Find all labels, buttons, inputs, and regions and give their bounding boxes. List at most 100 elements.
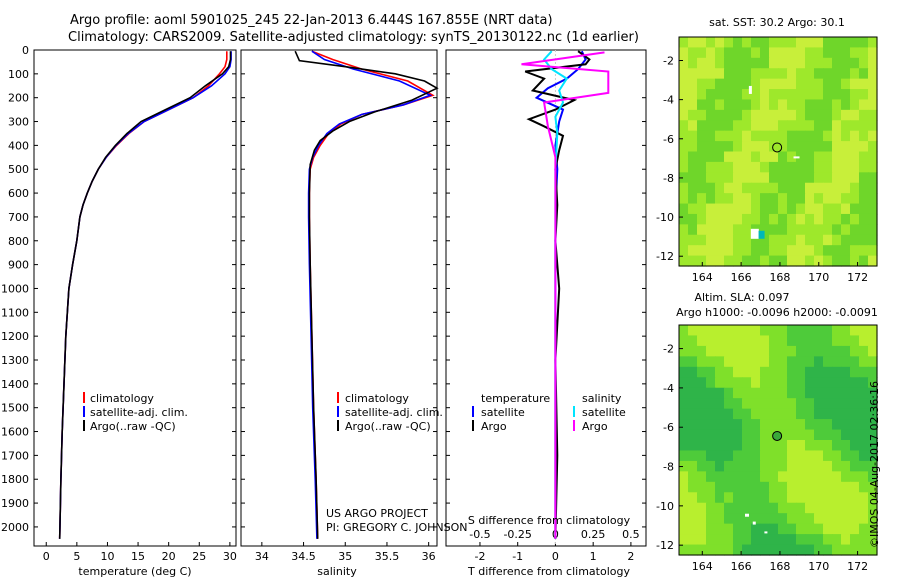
map-cell	[760, 325, 770, 337]
map-cell	[850, 419, 860, 431]
profile-location-marker	[772, 142, 783, 153]
map-cell	[697, 440, 707, 452]
map-cell	[697, 68, 707, 80]
map-cell	[742, 398, 752, 410]
map-cell	[778, 89, 788, 101]
x-tick-label: 172	[847, 560, 868, 573]
x-tick-label: 166	[731, 560, 752, 573]
map-cell	[868, 471, 878, 483]
map-cell	[742, 255, 752, 267]
map-cell	[778, 492, 788, 504]
series-line-2	[58, 51, 232, 539]
map-cell	[733, 419, 743, 431]
map-cell	[805, 47, 815, 59]
y-tick-label: -10	[656, 500, 674, 513]
map-cell	[760, 234, 770, 246]
sal-xlabel: salinity	[317, 565, 357, 578]
y-tick-label: 800	[8, 235, 29, 248]
map-cell	[688, 502, 698, 514]
map-cell	[868, 325, 878, 337]
map-cell	[733, 523, 743, 535]
map-cell	[733, 57, 743, 69]
map-cell	[697, 193, 707, 205]
y-tick-label: 300	[8, 116, 29, 129]
map-cell	[751, 544, 761, 556]
map-cell	[832, 57, 842, 69]
map-cell	[742, 387, 752, 399]
plot-frame	[33, 49, 237, 547]
map-cell	[751, 325, 761, 337]
map-cell	[697, 37, 707, 49]
map-cell	[778, 544, 788, 556]
map-cell	[805, 57, 815, 69]
map-cell	[823, 141, 833, 153]
map-cell	[760, 172, 770, 184]
map-cell	[688, 492, 698, 504]
map-cell	[805, 345, 815, 357]
map-cell	[778, 387, 788, 399]
map-cell	[706, 37, 716, 49]
map-cell	[850, 377, 860, 389]
map-cell	[859, 387, 869, 399]
map-cell	[751, 182, 761, 194]
map-cell	[796, 172, 806, 184]
map-cell	[859, 182, 869, 194]
map-cell	[787, 89, 797, 101]
map-cell	[715, 193, 725, 205]
island-patch	[764, 531, 768, 534]
map-cell	[823, 109, 833, 121]
map-cell	[724, 471, 734, 483]
map-cell	[688, 141, 698, 153]
map-cell	[751, 440, 761, 452]
map-cell	[841, 255, 851, 267]
map-cell	[823, 325, 833, 337]
map-cell	[724, 182, 734, 194]
map-cell	[760, 37, 770, 49]
map-cell	[868, 172, 878, 184]
map-cell	[868, 534, 878, 546]
map-cell	[841, 78, 851, 90]
credit-line-1: US ARGO PROJECT	[326, 507, 428, 520]
map-cell	[697, 130, 707, 142]
map-cell	[688, 224, 698, 236]
map-cell	[832, 161, 842, 173]
y-tick-label: 700	[8, 211, 29, 224]
map-cell	[742, 68, 752, 80]
temp-xlabel: temperature (deg C)	[78, 565, 191, 578]
map-cell	[724, 141, 734, 153]
map-cell	[805, 141, 815, 153]
legend-label: Argo	[481, 420, 507, 433]
map-cell	[769, 387, 779, 399]
map-cell	[814, 37, 824, 49]
map-cell	[697, 325, 707, 337]
island-patch	[745, 513, 749, 517]
map-cell	[742, 481, 752, 493]
map-cell	[787, 471, 797, 483]
y-tick-label: 1500	[1, 402, 29, 415]
map-cell	[787, 234, 797, 246]
map-cell	[850, 213, 860, 225]
map-cell	[697, 429, 707, 441]
map-cell	[706, 387, 716, 399]
map-cell	[751, 492, 761, 504]
map-cell	[796, 37, 806, 49]
map-cell	[796, 213, 806, 225]
map-cell	[805, 502, 815, 514]
map-cell	[850, 109, 860, 121]
map-cell	[841, 471, 851, 483]
map-cell	[688, 213, 698, 225]
x-tick-label: 170	[808, 271, 829, 284]
map-cell	[688, 68, 698, 80]
map-cell	[832, 151, 842, 163]
map-cell	[706, 513, 716, 525]
map-cell	[769, 492, 779, 504]
map-cell	[832, 460, 842, 472]
map-cell	[679, 245, 689, 257]
map-cell	[724, 481, 734, 493]
map-cell	[823, 68, 833, 80]
map-cell	[697, 356, 707, 368]
map-cell	[814, 523, 824, 535]
map-cell	[778, 78, 788, 90]
map-cell	[733, 255, 743, 267]
map-cell	[787, 408, 797, 420]
